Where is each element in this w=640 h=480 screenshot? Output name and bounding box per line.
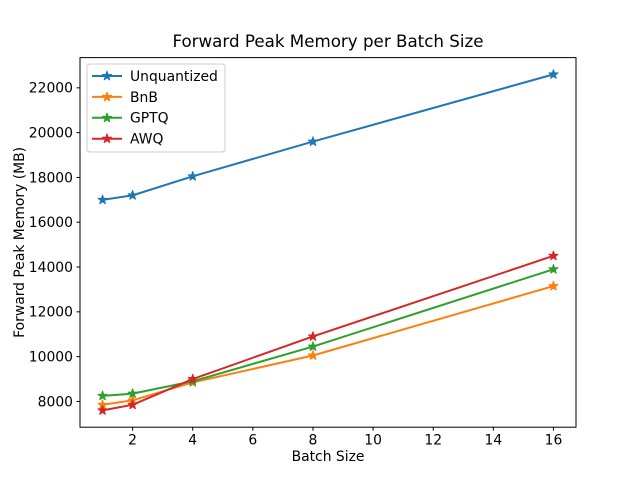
legend-marker-bnb (101, 91, 113, 102)
data-point-marker-awq (127, 399, 138, 410)
data-point-marker-awq (187, 373, 198, 384)
data-point-marker-unquantized (307, 136, 319, 146)
data-point-marker-unquantized (127, 190, 138, 200)
data-point-marker-bnb (307, 350, 319, 360)
data-point-marker-gptq (548, 263, 559, 274)
data-point-marker-unquantized (548, 69, 559, 79)
y-tick-label: 8000 (38, 394, 73, 410)
y-tick-label: 18000 (29, 170, 73, 186)
x-tick-label: 8 (309, 433, 318, 449)
y-tick-label: 20000 (29, 126, 73, 142)
legend-label-gptq: GPTQ (130, 111, 169, 127)
x-tick-label: 6 (248, 433, 257, 449)
y-tick-label: 16000 (29, 215, 73, 231)
data-point-marker-unquantized (97, 194, 108, 205)
data-point-marker-awq (97, 405, 108, 415)
legend-marker-unquantized (101, 70, 113, 81)
data-point-marker-unquantized (187, 171, 198, 181)
legend-box (86, 63, 226, 153)
legend-label-bnb: BnB (130, 90, 158, 106)
y-tick-label: 10000 (29, 350, 73, 366)
data-point-marker-gptq (97, 390, 108, 401)
x-axis-label: Batch Size (292, 449, 365, 465)
data-point-marker-gptq (127, 388, 138, 398)
plot-area: 2 4 6 8 10 12 14 16 8000 10000 12000 14000 16000 1800… (29, 57, 577, 449)
x-tick-label: 14 (484, 433, 502, 449)
chart-title: Forward Peak Memory per Batch Size (172, 31, 483, 51)
y-tick-label: 12000 (29, 305, 73, 321)
data-point-marker-bnb (548, 280, 559, 291)
legend-label-awq: AWQ (130, 132, 163, 148)
legend-marker-gptq (101, 112, 113, 123)
x-tick-label: 2 (128, 433, 137, 449)
y-tick-label: 22000 (29, 81, 73, 97)
x-tick-label: 16 (545, 433, 563, 449)
data-point-marker-awq (548, 250, 559, 261)
series-line-bnb (101, 285, 555, 406)
plot-border (79, 57, 577, 428)
data-point-marker-gptq (307, 341, 319, 351)
x-tick-label: 10 (364, 433, 382, 449)
legend-marker-awq (101, 133, 113, 144)
x-tick-label: 12 (424, 433, 442, 449)
x-tick-label: 4 (188, 433, 197, 449)
series-line-awq (101, 254, 555, 412)
legend-label-unquantized: Unquantized (130, 69, 218, 85)
y-tick-label: 14000 (29, 260, 73, 276)
data-point-marker-awq (307, 331, 319, 341)
y-axis-label: Forward Peak Memory (MB) (12, 147, 28, 338)
series-line-gptq (101, 268, 555, 397)
